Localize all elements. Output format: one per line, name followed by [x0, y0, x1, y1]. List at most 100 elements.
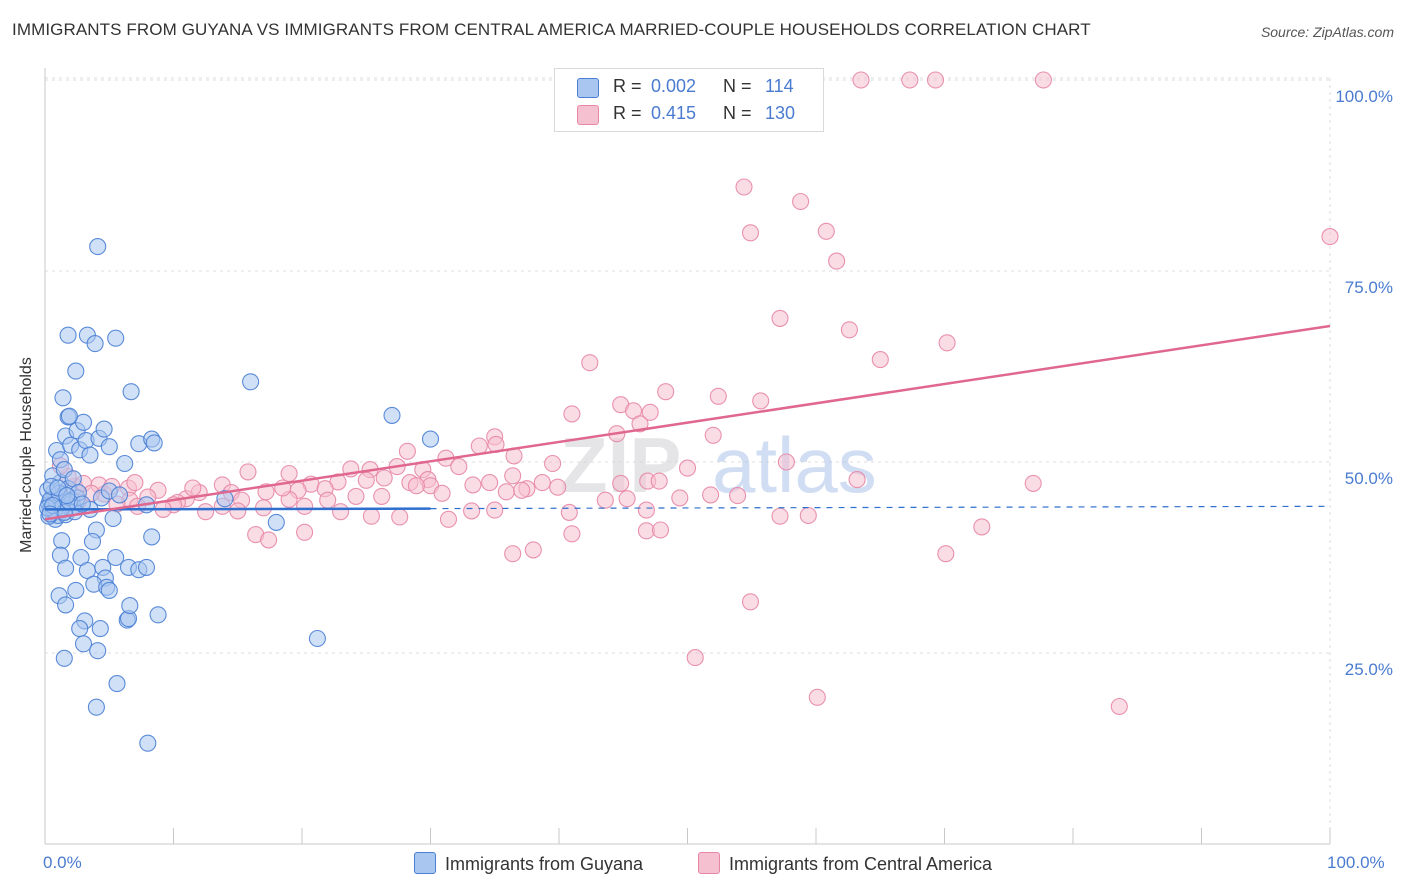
point-central-america — [792, 192, 810, 211]
point-guyana — [54, 389, 72, 407]
point-central-america — [641, 403, 659, 421]
point-guyana — [60, 407, 78, 425]
point-guyana — [267, 513, 285, 531]
point-central-america — [470, 437, 488, 455]
legend-n-value: 114 — [765, 76, 794, 96]
point-central-america — [702, 486, 720, 504]
point-central-america — [549, 478, 567, 496]
point-guyana — [83, 532, 102, 551]
point-guyana — [74, 413, 93, 431]
point-central-america — [296, 497, 314, 515]
point-central-america — [407, 477, 425, 495]
point-central-america — [651, 521, 670, 539]
point-guyana — [53, 532, 71, 550]
point-central-america — [657, 383, 675, 401]
bottom-legend-label-central-america: Immigrants from Central America — [729, 854, 993, 874]
point-central-america — [799, 506, 817, 525]
point-central-america — [637, 501, 655, 519]
point-central-america — [771, 309, 789, 327]
point-guyana — [89, 642, 107, 660]
point-central-america — [828, 252, 846, 270]
point-central-america — [126, 474, 144, 492]
point-central-america — [596, 491, 614, 509]
point-central-america — [560, 503, 578, 521]
point-central-america — [544, 454, 562, 473]
point-central-america — [678, 459, 697, 477]
point-central-america — [239, 463, 257, 481]
point-guyana — [107, 329, 125, 347]
data-points — [39, 71, 1339, 752]
point-guyana — [216, 490, 234, 508]
point-guyana — [67, 362, 85, 380]
bottom-legend-swatch-blue — [414, 852, 436, 874]
point-central-america — [229, 502, 247, 520]
point-guyana — [95, 420, 113, 438]
point-central-america — [463, 502, 481, 520]
point-central-america — [332, 503, 350, 521]
point-central-america — [464, 476, 482, 494]
point-central-america — [513, 481, 531, 499]
axes — [44, 68, 1331, 845]
point-guyana — [67, 581, 85, 599]
point-central-america — [671, 489, 689, 507]
point-central-america — [260, 531, 278, 549]
point-guyana — [421, 430, 440, 448]
y-tick-label-50: 50.0% — [1344, 469, 1393, 488]
point-central-america — [1321, 228, 1339, 246]
point-guyana — [87, 698, 105, 716]
trend-line-guyana-extension — [430, 505, 1331, 510]
point-central-america — [704, 426, 722, 444]
legend-r-label: R = — [613, 76, 642, 96]
point-guyana — [71, 620, 89, 638]
point-central-america — [848, 471, 866, 489]
point-central-america — [840, 321, 858, 339]
point-central-america — [752, 392, 770, 410]
point-guyana — [81, 446, 99, 464]
point-central-america — [357, 471, 375, 489]
point-guyana — [57, 559, 75, 577]
point-guyana — [308, 629, 326, 648]
point-central-america — [347, 487, 365, 505]
point-central-america — [618, 490, 636, 508]
point-guyana — [242, 373, 260, 391]
point-central-america — [362, 507, 380, 525]
point-guyana — [100, 581, 118, 599]
point-central-america — [433, 484, 451, 502]
trend-line-guyana — [44, 507, 431, 511]
point-central-america — [197, 503, 215, 521]
legend-r-value: 0.415 — [651, 103, 697, 123]
point-guyana — [145, 434, 163, 452]
point-central-america — [937, 545, 955, 563]
point-guyana — [74, 635, 93, 653]
point-central-america — [771, 507, 789, 525]
point-central-america — [373, 487, 391, 505]
bottom-legend-label-guyana: Immigrants from Guyana — [445, 854, 644, 874]
point-central-america — [184, 479, 202, 497]
legend-n-value: 130 — [765, 103, 796, 123]
point-central-america — [741, 224, 760, 242]
point-central-america — [686, 649, 704, 667]
legend-n-label: N = — [723, 76, 752, 96]
point-central-america — [439, 510, 458, 528]
point-central-america — [729, 487, 747, 505]
point-central-america — [280, 464, 298, 483]
point-central-america — [735, 178, 753, 196]
trend-lines — [44, 324, 1331, 521]
legend-r-label: R = — [613, 103, 642, 123]
point-guyana — [137, 558, 156, 576]
legend-swatch-pink — [577, 105, 599, 125]
point-central-america — [450, 458, 468, 476]
x-tick-label-0: 0.0% — [43, 853, 82, 872]
bottom-legend-central-america: Immigrants from Central America — [698, 852, 992, 875]
point-guyana — [86, 335, 104, 353]
legend-r-value: 0.002 — [651, 76, 697, 96]
point-central-america — [1110, 697, 1128, 716]
point-guyana — [143, 528, 161, 546]
point-central-america — [938, 334, 956, 352]
point-central-america — [612, 474, 630, 492]
point-guyana — [55, 649, 73, 667]
point-central-america — [1034, 71, 1052, 89]
point-central-america — [375, 469, 393, 487]
point-central-america — [296, 523, 314, 541]
